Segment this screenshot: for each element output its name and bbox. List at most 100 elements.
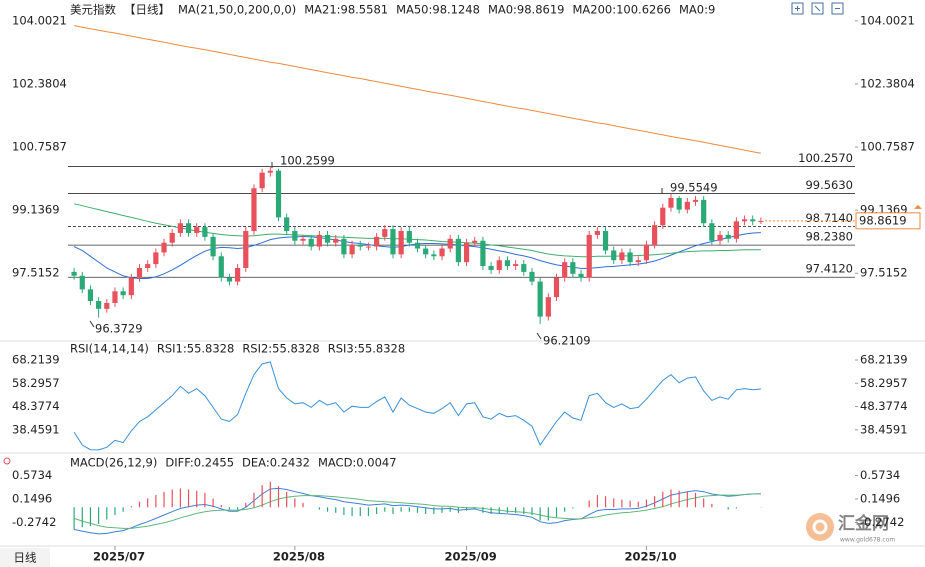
candle-body [643, 244, 650, 261]
candle-body [725, 234, 731, 239]
annotation-pointer [89, 320, 95, 328]
rsi-line [73, 361, 761, 451]
candle-body [455, 238, 461, 263]
last-price-box [855, 212, 921, 230]
macd-line [73, 493, 761, 529]
level-label: 100.2570 [798, 151, 853, 165]
candle-body [733, 221, 739, 239]
candle-body [529, 271, 535, 282]
tool-glyph [795, 5, 840, 12]
y-tick-label: 68.2139 [12, 352, 60, 366]
candle-body [316, 234, 322, 247]
period-button[interactable] [0, 548, 50, 567]
settings-icon[interactable] [3, 457, 11, 465]
watermark-logo [806, 513, 834, 541]
candle-body [177, 223, 183, 233]
candle-body [692, 199, 699, 202]
annotation-pointer [536, 332, 542, 340]
candle-body [701, 199, 707, 224]
candle-body [243, 231, 249, 268]
candle-body [504, 260, 511, 267]
candle-body [185, 223, 192, 233]
candle-body [308, 238, 314, 247]
candle-body [602, 231, 609, 251]
candle-body [104, 302, 110, 309]
tool-icon[interactable] [791, 2, 804, 15]
candle-body [578, 273, 584, 278]
candle-body [562, 262, 568, 278]
level-label: 98.2380 [805, 230, 853, 244]
candle-body [496, 260, 502, 270]
tool-icon[interactable] [811, 2, 824, 15]
y-tick-label: 38.4591 [860, 422, 908, 436]
y-tick-label: 100.7587 [12, 140, 67, 154]
candle-body [586, 234, 592, 278]
candle-body [120, 291, 126, 296]
candle-body [292, 231, 298, 241]
y-tick-label: 102.3804 [860, 76, 915, 90]
ma-line [74, 25, 761, 154]
watermark-url: www.gold678.com [840, 537, 895, 544]
tool-icon[interactable] [831, 2, 844, 15]
x-tick-label: 2025/09 [445, 550, 497, 564]
annotation: 96.3729 [95, 322, 143, 336]
candle-body [480, 240, 486, 267]
y-tick-label: 104.0021 [860, 13, 915, 27]
candle-body [414, 242, 421, 249]
legend-entry: MACD(26,12,9) [70, 456, 157, 470]
candle-body [594, 231, 600, 235]
x-tick-label: 2025/08 [273, 550, 325, 564]
candle-body [390, 229, 396, 255]
period-button-label[interactable]: 日线 [14, 551, 37, 565]
candle-body [488, 266, 494, 270]
candle-body [161, 242, 167, 253]
candle-body [627, 252, 633, 263]
y-tick-label: 0.5734 [12, 468, 52, 482]
y-tick-label: -0.2742 [860, 515, 904, 529]
legend-entry: MA0:98.8619 [488, 3, 565, 17]
y-tick-label: 99.1369 [12, 203, 60, 217]
candle-body [676, 197, 682, 210]
candle-body [406, 231, 412, 243]
candle-body [717, 234, 723, 241]
legend-entry: MA200:100.6266 [572, 3, 671, 17]
y-tick-label: 68.2139 [860, 352, 908, 366]
candle-body [284, 217, 290, 232]
y-tick-label: 97.5152 [860, 266, 908, 280]
candle-body [202, 227, 208, 237]
y-tick-label: 0.1496 [12, 491, 52, 505]
candle-body [447, 238, 453, 249]
watermark-text: 汇金网 [838, 513, 889, 534]
y-tick-label: 100.7587 [860, 140, 915, 154]
candle-body [169, 232, 175, 243]
y-tick-label: -0.2742 [12, 515, 56, 529]
candle-body [684, 201, 690, 210]
watermark: 汇金网 www.gold678.com [806, 513, 895, 544]
candle-body [235, 267, 241, 282]
candle-body [145, 264, 151, 268]
legend-entry: RSI(14,14,14) [70, 342, 149, 356]
candle-body [128, 277, 134, 296]
y-tick-label: 104.0021 [12, 13, 67, 27]
candle-body [79, 275, 85, 290]
candle-body [635, 260, 641, 263]
candle-body [136, 267, 143, 278]
legend-entry: MA0:9 [679, 3, 715, 17]
candle-body [357, 244, 363, 247]
candle-body [112, 291, 118, 303]
candle-body [611, 250, 617, 261]
y-tick-label: 48.3774 [860, 399, 908, 413]
candle-body [758, 220, 764, 222]
candle-body [431, 254, 437, 257]
candle-body [324, 234, 331, 243]
annotation: 100.2599 [280, 154, 335, 168]
candle-body [341, 238, 347, 255]
candle-body [374, 236, 380, 247]
legend-entry: MACD:0.0047 [318, 456, 397, 470]
candle-body [463, 242, 470, 263]
legend-entry: RSI1:55.8328 [157, 342, 234, 356]
legend-entry: MA50:98.1248 [396, 3, 480, 17]
legend-entry: 【日线】 [124, 3, 170, 17]
